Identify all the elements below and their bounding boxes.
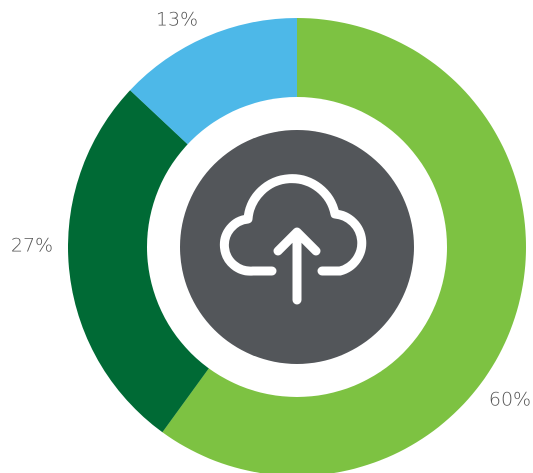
data-label: 60% bbox=[489, 389, 531, 411]
cloud-upload-icon bbox=[219, 174, 367, 305]
cloud bbox=[219, 174, 367, 276]
data-label: 13% bbox=[156, 9, 198, 31]
arrow bbox=[273, 227, 321, 305]
data-label: 27% bbox=[11, 235, 53, 257]
